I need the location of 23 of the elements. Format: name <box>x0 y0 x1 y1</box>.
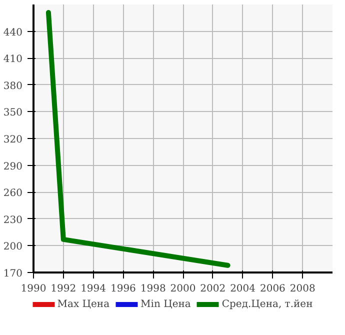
y-tick-label: 350 <box>3 108 23 119</box>
y-tick-label: 380 <box>3 80 23 92</box>
x-tick-label: 2002 <box>200 284 226 294</box>
y-tick-label: 320 <box>3 134 23 146</box>
y-tick-label: 290 <box>3 161 23 172</box>
x-tick-label: 2006 <box>260 284 286 294</box>
x-tick-label: 1998 <box>140 284 166 294</box>
y-tick-label: 230 <box>3 214 23 226</box>
x-tick-label: 1994 <box>80 284 106 294</box>
x-tick-label: 1996 <box>110 284 136 294</box>
y-tick-label: 440 <box>3 27 23 38</box>
x-tick-label: 2008 <box>290 284 316 294</box>
legend-label: Сред.Цена, т.йен <box>222 298 313 310</box>
x-tick-label: 2004 <box>230 284 256 294</box>
y-tick-label: 200 <box>3 242 23 253</box>
x-tick-label: 1992 <box>50 284 76 294</box>
y-tick-label: 260 <box>3 188 23 200</box>
x-tick-label: 2000 <box>170 284 196 294</box>
x-tick-label: 1990 <box>20 284 46 294</box>
y-tick-label: 170 <box>3 268 23 280</box>
y-tick-label: 410 <box>3 54 23 66</box>
legend-label: Max Цена <box>57 298 110 310</box>
legend-label: Min Цена <box>140 298 191 310</box>
